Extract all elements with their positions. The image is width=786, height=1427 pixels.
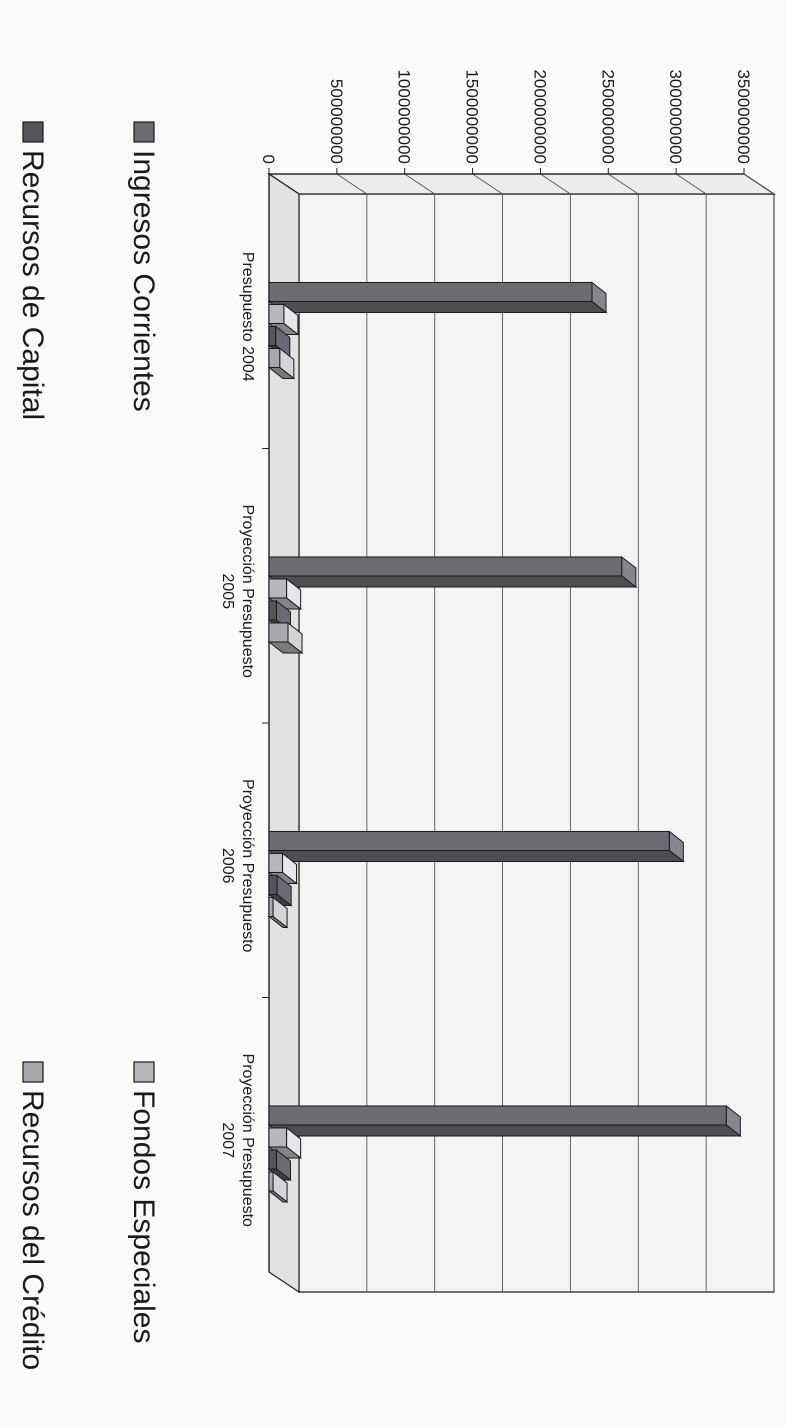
y-tick-label: 1000000000 [395,69,414,164]
bar-side [267,915,289,928]
y-tick-label: 1500000000 [463,69,482,164]
bar [267,1170,289,1204]
bar-front [268,325,277,346]
legend: Ingresos Corrientes Fondos Especiales Recu… [16,121,160,1370]
x-category-label-line: 2005 [219,573,236,609]
y-tick-label: 2500000000 [598,69,617,164]
bar-front [268,1105,727,1126]
gridline-side [743,173,775,195]
bar-side [267,300,608,313]
y-tick-label: 2000000000 [530,69,549,164]
bar [267,621,304,655]
legend-swatch [22,121,44,143]
bar-front [268,578,288,599]
gridline-side [675,173,707,195]
legend-label: Ingresos Corrientes [127,150,160,412]
bar-front [268,1127,288,1148]
x-category-label: Proyección Presupuesto2005 [219,505,256,679]
legend-swatch [22,1061,44,1083]
gridline-side [608,173,639,195]
bar-side [267,849,685,862]
y-tick-label: 3000000000 [666,69,685,164]
side-wall [267,173,776,195]
legend-swatch [133,121,155,143]
bar-front [268,1149,277,1170]
legend-item: Recursos de Capital [16,121,49,420]
bar [267,874,293,907]
y-tick-label: 3500000000 [734,69,753,164]
bar-side [267,1190,289,1203]
bar-front [268,556,623,577]
bar [267,1148,292,1182]
bar-front [268,347,281,368]
legend-item: Recursos del Crédito [16,1061,49,1370]
legend-label: Recursos de Capital [16,150,49,420]
bar-front [268,622,289,643]
bar [267,347,296,380]
x-category-label: Proyección Presupuesto2006 [219,779,256,953]
gridline-side [540,173,571,195]
legend-item: Ingresos Corrientes [127,121,160,412]
x-category-label-line: 2006 [219,848,236,884]
bar [267,281,608,314]
bar [267,830,685,863]
bar-front [268,1171,274,1192]
bar [267,555,638,589]
bar [267,896,289,929]
x-category-label-line: Presupuesto 2004 [239,252,256,382]
bars [267,281,742,1204]
y-tick-label: 500000000 [327,79,346,164]
bar-side [267,575,638,588]
bar-front [268,600,277,621]
bar-front [268,830,670,851]
x-category-label-line: Proyección Presupuesto [239,505,256,679]
gridline-side [336,173,368,195]
legend-label: Recursos del Crédito [16,1090,49,1370]
bar-front [268,896,274,917]
x-category-label-line: Proyección Presupuesto [239,779,256,953]
bar-front [268,852,284,873]
bar [267,1104,742,1138]
bar-side [267,1124,742,1137]
legend-label: Fondos Especiales [127,1090,160,1343]
x-category-label: Proyección Presupuesto2007 [219,1054,256,1228]
y-tick-label: 0 [259,155,278,164]
bar-front [268,281,593,302]
x-category-label-line: Proyección Presupuesto [239,1054,256,1228]
x-category-label: Presupuesto 2004 [239,252,256,382]
labels: 0 500000000 1000000000 1500000000 2000000000… [219,69,753,1227]
bar [267,852,299,885]
bar-side [267,366,296,379]
x-category-label-line: 2007 [219,1122,236,1158]
gridline-side [472,173,503,195]
bar-side [267,641,304,654]
bar-front [268,303,285,324]
legend-swatch [133,1061,155,1083]
legend-item: Fondos Especiales [127,1061,160,1343]
bar-front [268,874,278,895]
gridline-side [404,173,435,195]
